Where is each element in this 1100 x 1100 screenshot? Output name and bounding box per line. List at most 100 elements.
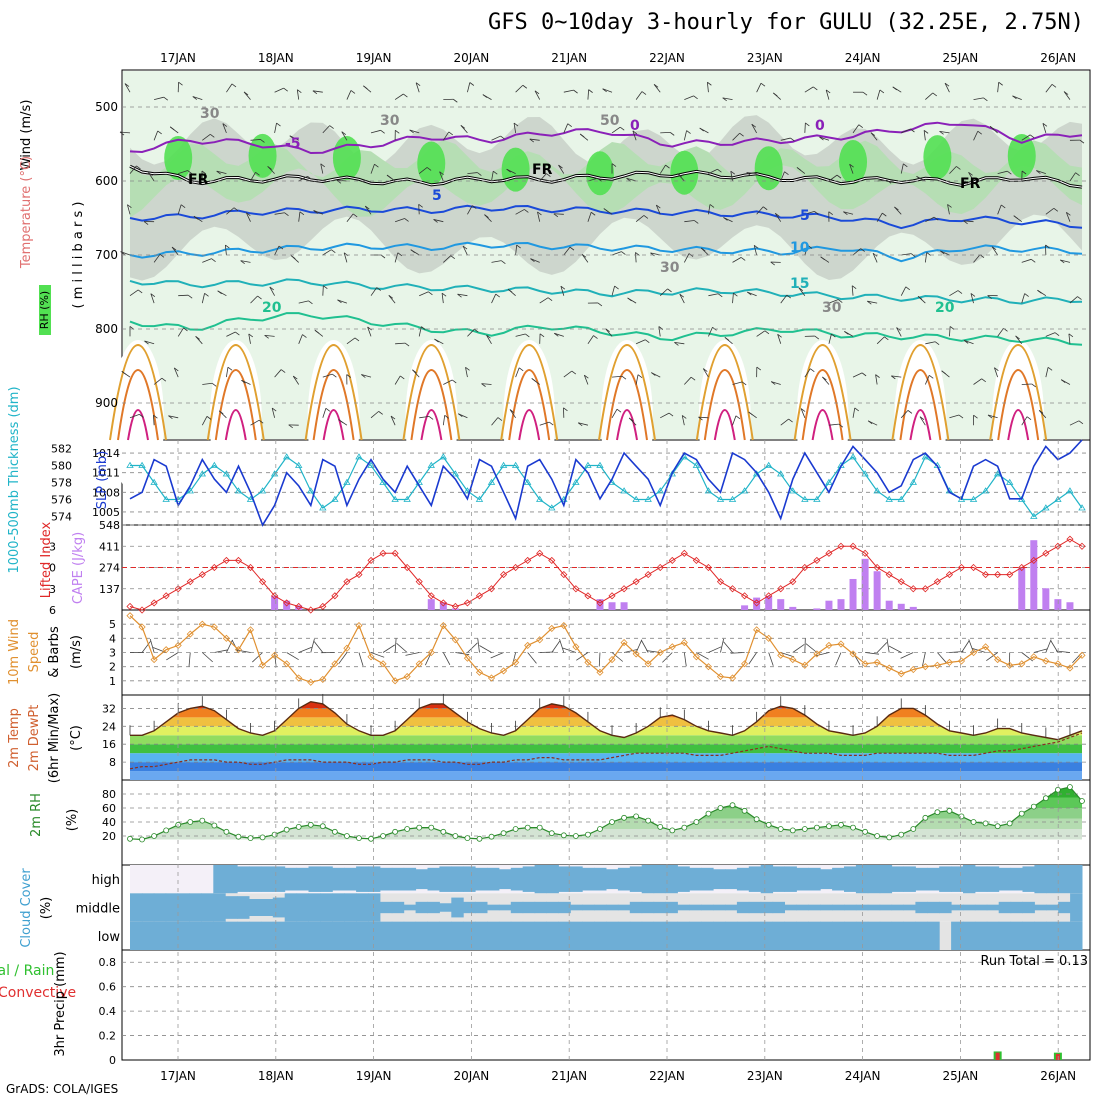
wind10m-barb	[768, 652, 774, 666]
cloud-cell	[570, 921, 583, 950]
wind-barb	[509, 409, 516, 419]
wind-barb-feather	[1063, 91, 1069, 95]
wind-barb	[747, 291, 757, 297]
wind-barb-feather	[746, 172, 751, 176]
wind-barb-feather	[428, 416, 434, 420]
wind-barb-feather	[917, 295, 923, 300]
cloud-cell	[237, 896, 250, 919]
cloud-cell	[617, 867, 631, 891]
wind-barb	[587, 212, 592, 222]
wind-barb-feather	[1024, 293, 1029, 297]
contour-label: 30	[660, 260, 680, 276]
thickness-marker	[849, 453, 857, 460]
warm-contour	[500, 344, 559, 441]
wind-barb-feather	[554, 332, 559, 337]
wind-barb-feather	[717, 168, 722, 173]
wind10m-marker	[548, 624, 556, 632]
cloud-cell	[475, 901, 488, 914]
wind-barb	[274, 212, 285, 215]
thickness-marker	[319, 504, 327, 511]
wind-barb-feather	[730, 170, 736, 175]
wind-barb-feather	[210, 133, 215, 138]
wind10m-marker	[331, 660, 339, 668]
wind-barb	[515, 84, 524, 93]
wind-barb-feather	[518, 367, 524, 372]
wind-barb-feather	[849, 163, 854, 168]
thickness-ytick-label: 582	[51, 443, 72, 456]
thickness-marker	[1042, 504, 1050, 511]
cape-bar	[825, 600, 833, 610]
cloud-cell	[915, 867, 928, 891]
wind-barb	[320, 163, 324, 174]
wind10m-marker	[138, 623, 146, 631]
wind-barb-feather	[495, 293, 500, 298]
cloud-cell	[1058, 921, 1071, 950]
wind-barb-feather	[231, 83, 237, 88]
cloud-cell	[677, 904, 690, 911]
wind-barb	[997, 328, 1004, 337]
wind-barb-feather	[762, 206, 768, 211]
wind-barb-feather	[910, 253, 916, 257]
cape-bar	[1066, 602, 1074, 610]
cloud-cell	[237, 866, 250, 892]
cloud-cell	[463, 866, 476, 892]
wind-barb	[124, 83, 131, 93]
wind-barb	[537, 211, 541, 222]
wind-barb-feather	[991, 246, 997, 251]
thickness-marker	[752, 470, 761, 477]
cloud-cell	[1058, 865, 1071, 894]
wind-barb	[923, 130, 926, 141]
wind-barb	[611, 285, 615, 296]
thickness-marker	[523, 478, 532, 485]
thickness-marker	[186, 487, 194, 494]
cloud-cell	[498, 904, 512, 911]
wind-barb	[1045, 84, 1053, 93]
wind-barb	[250, 295, 258, 304]
wind-barb	[264, 334, 275, 337]
rh2m-marker	[512, 826, 519, 832]
wind-barb	[491, 260, 502, 263]
rh2m-marker	[813, 824, 820, 831]
contour-label: 20	[262, 300, 282, 316]
cross-ylabel-rh: RH (%)	[38, 291, 51, 329]
cloud-cell	[713, 869, 726, 890]
cloud-cell	[606, 869, 619, 890]
wind10m-barb	[730, 652, 745, 654]
cape-bar	[813, 608, 821, 610]
thickness-marker	[981, 487, 990, 494]
cloud-cell	[249, 899, 262, 916]
cloud-cell	[1022, 866, 1035, 892]
wind-barb-feather	[813, 86, 818, 91]
contour-label: 0	[630, 118, 640, 134]
thickness-marker	[475, 495, 484, 502]
li-marker	[668, 556, 676, 564]
wind-barb-feather	[217, 290, 222, 295]
wind10m-barb	[805, 643, 818, 653]
wind-ylabel-3: & Barbs	[47, 626, 62, 678]
wind-barb-feather	[137, 289, 143, 294]
cloud-cell	[498, 869, 512, 890]
cloud-cell	[629, 901, 643, 914]
rh2m-marker	[235, 833, 242, 840]
cloud-cell	[308, 893, 321, 922]
wind-barb-feather	[1012, 95, 1017, 100]
rh2m-marker	[163, 827, 170, 834]
cloud-cell	[867, 921, 881, 950]
wind10m-barb	[792, 644, 805, 653]
wind-barb-feather	[651, 372, 656, 376]
wind-barb	[394, 93, 404, 100]
li-marker	[584, 592, 592, 600]
li-marker	[885, 571, 893, 579]
wind-barb	[202, 133, 211, 141]
wind-barb-feather	[354, 337, 360, 342]
wind10m-marker	[741, 660, 749, 668]
wind-barb-feather	[246, 212, 251, 216]
wind10m-marker	[945, 658, 954, 666]
wind-barb-feather	[939, 131, 944, 135]
cape-bar	[620, 602, 628, 610]
li-marker	[463, 599, 471, 607]
li-marker	[451, 602, 459, 611]
cloud-cell	[213, 865, 226, 894]
cloud-cell	[689, 921, 702, 950]
li-marker	[222, 556, 230, 564]
